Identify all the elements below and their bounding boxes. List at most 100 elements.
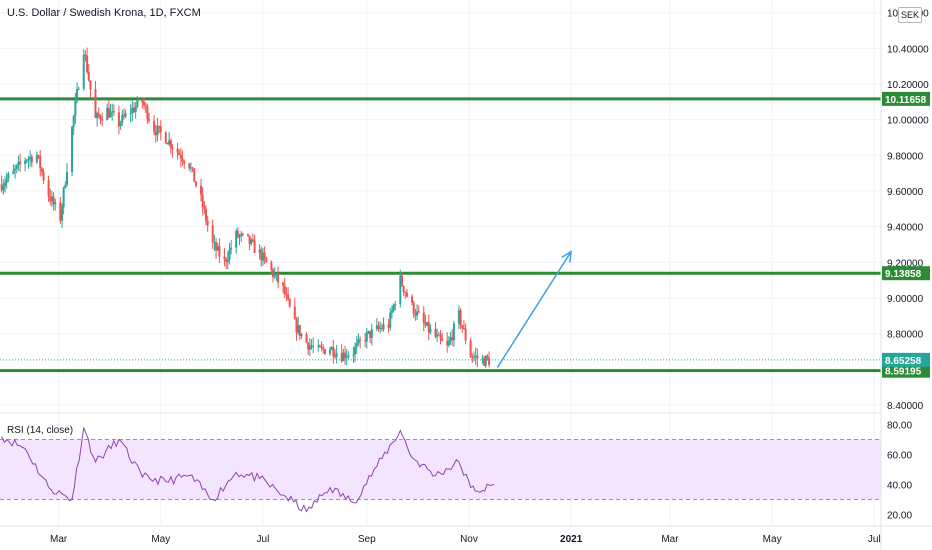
candle-body bbox=[446, 340, 449, 346]
rsi-tick-label: 20.00 bbox=[887, 511, 912, 522]
candle-body bbox=[270, 262, 273, 270]
currency-button[interactable]: SEK bbox=[898, 7, 922, 23]
candle-body bbox=[253, 240, 256, 253]
time-tick-label: Jul bbox=[868, 534, 881, 545]
candle-body bbox=[335, 353, 338, 357]
candle-body bbox=[394, 303, 397, 305]
candle-body bbox=[0, 183, 3, 191]
candle-body bbox=[193, 168, 196, 182]
level-label: 10.11658 bbox=[885, 95, 927, 106]
candle-body bbox=[226, 259, 229, 263]
candle-body bbox=[464, 329, 467, 341]
candle-body bbox=[263, 252, 266, 258]
candle-body bbox=[355, 343, 358, 348]
candle-body bbox=[452, 323, 455, 341]
candle-body bbox=[52, 196, 55, 205]
candle-body bbox=[218, 246, 221, 257]
candle-body bbox=[49, 196, 52, 202]
candle-body bbox=[240, 233, 243, 236]
candle-body bbox=[414, 314, 417, 316]
candle-body bbox=[293, 306, 296, 320]
rsi-axis: 20.00 40.00 60.00 80.00 bbox=[887, 421, 912, 522]
candle-body bbox=[191, 167, 194, 169]
current-price-label: 8.65258 bbox=[885, 356, 922, 367]
candle-body bbox=[312, 346, 315, 348]
candle-body bbox=[359, 339, 362, 341]
candle-body bbox=[228, 249, 231, 260]
candle-body bbox=[24, 160, 27, 165]
candle-body bbox=[287, 294, 290, 300]
candle-body bbox=[101, 119, 104, 121]
candle-body bbox=[106, 108, 109, 121]
price-tick-label: 8.40000 bbox=[887, 401, 924, 412]
candle-body bbox=[379, 327, 382, 329]
candle-body bbox=[462, 327, 465, 330]
candle-body bbox=[322, 347, 325, 350]
candle-body bbox=[164, 132, 167, 144]
current-price-box bbox=[882, 352, 930, 367]
candle-body bbox=[288, 299, 291, 307]
candle-body bbox=[215, 242, 218, 251]
candle-body bbox=[7, 173, 10, 179]
candle-body bbox=[241, 233, 244, 235]
candle-body bbox=[2, 185, 5, 191]
candle-body bbox=[277, 273, 280, 283]
candle-body bbox=[426, 322, 429, 326]
candle-body bbox=[422, 312, 425, 324]
candle-body bbox=[181, 158, 184, 162]
price-tick-label: 10.40000 bbox=[887, 44, 929, 55]
candle-body bbox=[189, 167, 192, 169]
candle-body bbox=[225, 259, 228, 263]
candle-body bbox=[481, 358, 484, 360]
rsi-tick-label: 60.00 bbox=[887, 451, 912, 462]
support-resistance-lines bbox=[0, 97, 881, 373]
candle-body bbox=[74, 100, 77, 116]
candle-body bbox=[297, 325, 300, 333]
candle-body bbox=[27, 158, 30, 161]
candle-body bbox=[238, 235, 241, 238]
candle-body bbox=[124, 113, 127, 117]
candle-body bbox=[216, 246, 219, 251]
time-tick-label: May bbox=[763, 534, 782, 545]
candle-body bbox=[213, 242, 216, 244]
candle-body bbox=[399, 275, 402, 304]
candle-body bbox=[298, 325, 301, 337]
rsi-tick-label: 80.00 bbox=[887, 421, 912, 432]
candle-body bbox=[370, 329, 373, 338]
candle-body bbox=[449, 337, 452, 341]
level-label-box bbox=[882, 91, 930, 106]
candle-body bbox=[54, 202, 57, 205]
candle-body bbox=[412, 302, 415, 315]
candle-body bbox=[153, 120, 156, 132]
candle-body bbox=[71, 126, 74, 173]
candle-body bbox=[194, 181, 197, 186]
candle-body bbox=[30, 156, 33, 163]
candle-body bbox=[148, 119, 151, 121]
time-tick-label: 2021 bbox=[560, 534, 583, 545]
candle-body bbox=[89, 80, 92, 90]
candle-body bbox=[136, 100, 139, 107]
candle-body bbox=[176, 148, 179, 153]
candle-body bbox=[132, 107, 135, 112]
candle-body bbox=[377, 325, 380, 329]
candle-body bbox=[179, 154, 182, 159]
candle-body bbox=[117, 112, 120, 127]
time-tick-label: Mar bbox=[50, 534, 68, 545]
candle-body bbox=[99, 116, 102, 120]
candle-body bbox=[342, 352, 345, 362]
price-tick-label: 9.60000 bbox=[887, 187, 924, 198]
candle-body bbox=[201, 194, 204, 208]
candle-body bbox=[461, 325, 464, 328]
candle-body bbox=[472, 356, 475, 358]
candle-body bbox=[352, 354, 355, 356]
candle-body bbox=[317, 345, 320, 347]
candle-body bbox=[404, 292, 407, 294]
candle-body bbox=[447, 340, 450, 346]
candle-body bbox=[168, 140, 171, 145]
candle-body bbox=[14, 168, 17, 171]
candle-body bbox=[235, 230, 238, 248]
candle-body bbox=[305, 334, 308, 343]
candle-body bbox=[459, 310, 462, 326]
